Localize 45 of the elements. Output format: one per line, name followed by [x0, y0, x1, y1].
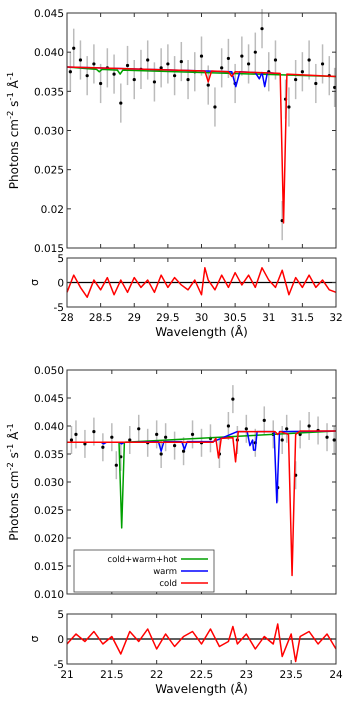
y-tick-label: 0.015 [34, 243, 64, 255]
y-tick-label: 0.02 [40, 204, 64, 216]
legend-label: cold [159, 579, 177, 589]
y-tick-label: 0.030 [34, 126, 64, 138]
x-tick-label: 32 [329, 312, 343, 324]
y-tick-label: -5 [54, 659, 64, 671]
y-axis-title: σ [28, 635, 41, 642]
x-tick-label: 28.5 [88, 312, 112, 324]
y-tick-label: 0.040 [34, 47, 64, 60]
y-tick-label: 0.025 [34, 164, 64, 177]
x-tick-label: 22 [150, 669, 164, 681]
x-axis-title: Wavelength (Å) [155, 681, 248, 696]
y-tick-label: 0.045 [34, 393, 64, 405]
y-tick-label: 0.040 [34, 421, 64, 433]
y-tick-label: 0.050 [34, 365, 64, 377]
x-axis-title: Wavelength (Å) [155, 324, 248, 339]
y-tick-label: 0.030 [34, 477, 64, 489]
y-tick-label: 5 [57, 253, 64, 265]
y-tick-label: 0.045 [34, 8, 64, 20]
y-tick-label: 0 [57, 634, 64, 646]
y-tick-label: 0.035 [34, 86, 64, 98]
y-tick-label: 0.015 [34, 561, 64, 573]
x-tick-label: 24 [329, 669, 343, 681]
x-tick-label: 23.5 [279, 669, 303, 681]
y-tick-label: 0.020 [34, 533, 64, 545]
x-tick-label: 30 [194, 312, 208, 324]
x-tick-label: 21.5 [100, 669, 124, 681]
x-tick-label: 29.5 [156, 312, 180, 324]
y-tick-label: 0.035 [34, 449, 64, 461]
y-axis-title: σ [28, 278, 41, 286]
x-tick-label: 31 [262, 312, 276, 324]
y-tick-label: 0.025 [34, 505, 64, 517]
x-tick-label: 28 [60, 312, 74, 324]
legend-label: warm [153, 567, 177, 577]
y-tick-label: 0.010 [34, 589, 64, 601]
y-tick-label: 5 [57, 609, 64, 621]
y-tick-label: 0 [57, 278, 64, 290]
x-tick-label: 21 [60, 669, 74, 681]
x-tick-label: 31.5 [290, 312, 314, 324]
x-tick-label: 22.5 [190, 669, 214, 681]
x-tick-label: 29 [128, 312, 141, 324]
y-tick-label: -5 [54, 302, 64, 314]
legend-label: cold+warm+hot [107, 555, 178, 565]
x-tick-label: 30.5 [223, 312, 247, 324]
x-tick-label: 23 [240, 669, 254, 681]
